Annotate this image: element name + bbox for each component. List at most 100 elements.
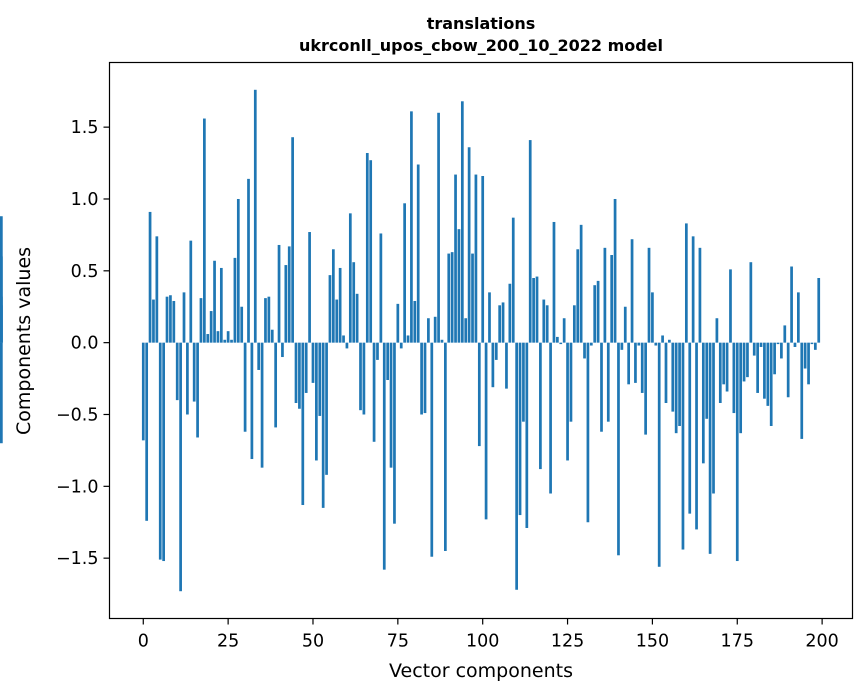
bar-87: [437, 112, 440, 343]
bar-5: [158, 342, 162, 560]
bar-22: [216, 331, 220, 343]
bar-173: [729, 269, 732, 343]
bar-126: [569, 342, 573, 422]
x-tick-label: 200: [805, 632, 838, 652]
bar-91: [450, 252, 454, 343]
bar-102: [488, 292, 491, 343]
bar-44: [291, 137, 294, 343]
bar-122: [556, 336, 559, 343]
bar-undefined: [0, 256, 3, 343]
bar-85: [430, 342, 434, 557]
bar-193: [797, 292, 800, 343]
bar-198: [813, 342, 817, 350]
bar-55: [328, 275, 332, 343]
bar-117: [539, 342, 542, 470]
bar-105: [498, 305, 502, 343]
y-tick-label: −1.0: [56, 477, 99, 497]
bar-111: [518, 342, 522, 516]
y-tick-label: −1.5: [56, 549, 99, 569]
bar-130: [583, 342, 586, 359]
bar-199: [817, 278, 821, 343]
x-tick-label: 100: [466, 632, 499, 652]
x-tick-label: 25: [217, 632, 239, 652]
bar-182: [759, 342, 763, 347]
bar-66: [365, 153, 369, 343]
bar-9: [172, 300, 176, 343]
bar-75: [396, 303, 400, 343]
bar-186: [773, 342, 776, 375]
bar-59: [342, 335, 345, 343]
bar-84: [427, 318, 430, 343]
bar-7: [165, 296, 169, 343]
bar-72: [386, 342, 390, 381]
bar-124: [562, 318, 566, 343]
bar-54: [325, 342, 328, 475]
bar-115: [532, 278, 535, 343]
x-tick-label: 50: [302, 632, 324, 652]
bar-31: [247, 178, 250, 343]
bar-23: [219, 267, 223, 343]
bar-3: [152, 299, 155, 343]
bar-158: [678, 342, 681, 426]
bar-62: [352, 262, 356, 343]
bar-21: [213, 260, 216, 343]
bar-73: [389, 342, 393, 468]
bar-70: [379, 233, 383, 343]
bar-131: [586, 342, 590, 523]
bar-14: [189, 240, 193, 343]
bar-192: [793, 342, 797, 347]
bar-169: [715, 318, 719, 343]
bar-103: [491, 342, 495, 388]
bar-129: [579, 224, 583, 343]
bar-81: [416, 164, 420, 343]
bar-167: [708, 342, 712, 554]
y-tick-label: −0.5: [56, 405, 99, 425]
bar-110: [515, 342, 518, 590]
bar-101: [484, 342, 488, 520]
bar-151: [654, 342, 658, 346]
y-tick-label: 0.0: [71, 334, 99, 354]
bar-95: [464, 318, 468, 343]
bar-170: [718, 342, 722, 403]
bar-42: [284, 265, 288, 343]
bar-104: [494, 342, 498, 360]
bar-195: [803, 342, 807, 369]
bar-108: [508, 283, 512, 343]
bar-33: [253, 89, 257, 343]
bar-164: [698, 247, 702, 343]
plot-frame: [108, 61, 854, 620]
bar-106: [501, 302, 505, 343]
bar-177: [742, 342, 746, 382]
bar-145: [634, 342, 637, 383]
bar-160: [684, 223, 688, 343]
bar-36: [264, 298, 267, 343]
bar-27: [233, 257, 237, 343]
bar-149: [647, 247, 651, 343]
bar-171: [722, 342, 726, 385]
x-axis-ticks: 0 25 50 75 100 125 150 175 200: [138, 618, 839, 652]
bar-159: [681, 342, 685, 550]
bar-143: [627, 342, 631, 385]
bar-196: [807, 342, 810, 385]
bar-99: [477, 342, 481, 447]
y-axis-label: Components values: [13, 247, 35, 435]
bar-80: [413, 300, 417, 343]
bar-140: [617, 342, 620, 556]
bar-119: [545, 305, 549, 343]
bar-109: [511, 217, 515, 343]
bar-97: [471, 253, 474, 343]
bar-150: [651, 292, 654, 343]
bar-12: [182, 292, 186, 343]
bar-32: [250, 342, 254, 460]
bar-152: [657, 342, 661, 567]
bar-136: [603, 247, 607, 343]
bar-137: [606, 342, 610, 422]
bar-6: [162, 342, 165, 562]
y-tick-label: 1.5: [71, 118, 99, 138]
bar-163: [695, 342, 698, 530]
bar-89: [444, 342, 447, 551]
bar-134: [596, 280, 600, 343]
bar-35: [260, 342, 264, 468]
bar-94: [460, 101, 464, 343]
bar-168: [712, 342, 715, 494]
